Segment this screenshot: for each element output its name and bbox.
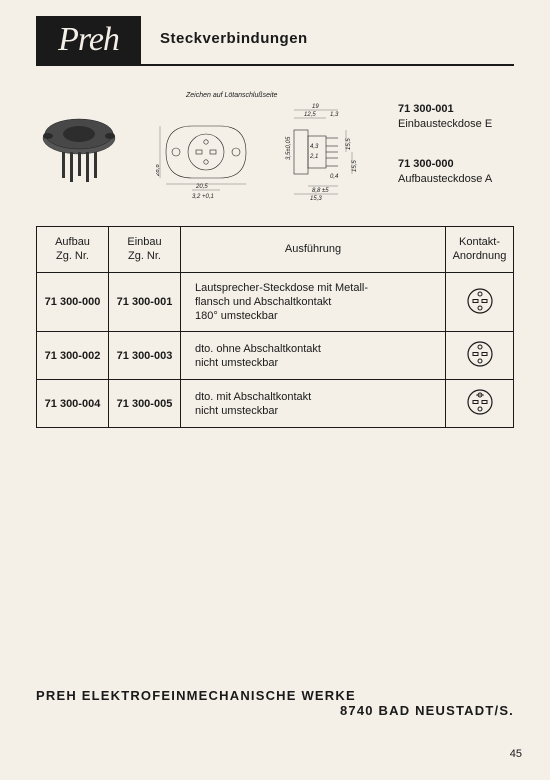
dim-label: 28,6 xyxy=(156,164,161,177)
col-header-aufbau: AufbauZg. Nr. xyxy=(37,227,109,273)
table-row: 71 300-000 71 300-001 Lautsprecher-Steck… xyxy=(37,272,514,332)
description: dto. ohne Abschaltkontaktnicht umsteckba… xyxy=(181,332,446,380)
page-number: 45 xyxy=(510,748,522,760)
product-table: AufbauZg. Nr. EinbauZg. Nr. Ausführung K… xyxy=(36,226,514,428)
aufbau-pn: 71 300-004 xyxy=(37,380,109,428)
dim-label: 2,1 xyxy=(309,154,318,160)
socket-photo-icon xyxy=(36,112,126,188)
einbau-pn: 71 300-005 xyxy=(109,380,181,428)
footer: PREH ELEKTROFEINMECHANISCHE WERKE 8740 B… xyxy=(36,688,514,718)
contact-layout-icon xyxy=(466,340,494,368)
aufbau-pn: 71 300-002 xyxy=(37,332,109,380)
contact-arrangement-cell xyxy=(446,272,514,332)
dim-label: 12,5 xyxy=(304,112,316,118)
dim-label: 15,3 xyxy=(310,196,322,202)
table-row: 71 300-004 71 300-005 dto. mit Abschaltk… xyxy=(37,380,514,428)
aufbau-pn: 71 300-000 xyxy=(37,272,109,332)
page-title: Steckverbindungen xyxy=(160,30,308,47)
product-name: Aufbausteckdose A xyxy=(398,172,492,187)
contact-arrangement-cell xyxy=(446,380,514,428)
product-label-list: 71 300-001 Einbausteckdose E 71 300-000 … xyxy=(398,102,492,188)
einbau-pn: 71 300-001 xyxy=(109,272,181,332)
company-name: PREH ELEKTROFEINMECHANISCHE WERKE xyxy=(36,688,356,703)
dim-label: 8,8 ±5 xyxy=(312,188,329,194)
description: Lautsprecher-Steckdose mit Metall-flansc… xyxy=(181,272,446,332)
brand-logo: Preh xyxy=(58,21,119,59)
dim-label: 15,5 xyxy=(352,160,358,172)
product-number: 71 300-000 xyxy=(398,157,492,172)
drawing-note: Zeichen auf Lötanschlußseite xyxy=(186,92,277,99)
dim-label: 15,5 xyxy=(346,138,352,150)
dim-label: 0,4 xyxy=(330,174,339,180)
description: dto. mit Abschaltkontaktnicht umsteckbar xyxy=(181,380,446,428)
col-header-ausfuehrung: Ausführung xyxy=(181,227,446,273)
col-header-kontakt: Kontakt-Anordnung xyxy=(446,227,514,273)
col-header-einbau: EinbauZg. Nr. xyxy=(109,227,181,273)
product-number: 71 300-001 xyxy=(398,102,492,117)
product-name: Einbausteckdose E xyxy=(398,117,492,132)
table-header-row: AufbauZg. Nr. EinbauZg. Nr. Ausführung K… xyxy=(37,227,514,273)
dim-label: 4,3 xyxy=(310,144,319,150)
dim-label: 3,5±0,05 xyxy=(286,136,292,160)
dim-label: 20,5 xyxy=(195,184,208,190)
contact-layout-icon xyxy=(466,287,494,315)
dim-label: 19 xyxy=(312,104,319,110)
header-rule xyxy=(36,64,514,66)
contact-arrangement-cell xyxy=(446,332,514,380)
logo-block: Preh xyxy=(36,16,141,64)
einbau-pn: 71 300-003 xyxy=(109,332,181,380)
technical-drawing-area: Zeichen auf Lötanschlußseite 28,6 22,2 3… xyxy=(36,92,514,212)
company-city: 8740 BAD NEUSTADT/S. xyxy=(340,703,514,718)
contact-layout-icon xyxy=(466,388,494,416)
table-row: 71 300-002 71 300-003 dto. ohne Abschalt… xyxy=(37,332,514,380)
dim-label: 1,3 xyxy=(330,112,339,118)
dim-label: 3,2 +0,1 xyxy=(192,194,214,200)
socket-technical-drawing: 28,6 22,2 3,2 +0,1 20,5 19 12,5 1,3 3,5±… xyxy=(156,102,376,202)
